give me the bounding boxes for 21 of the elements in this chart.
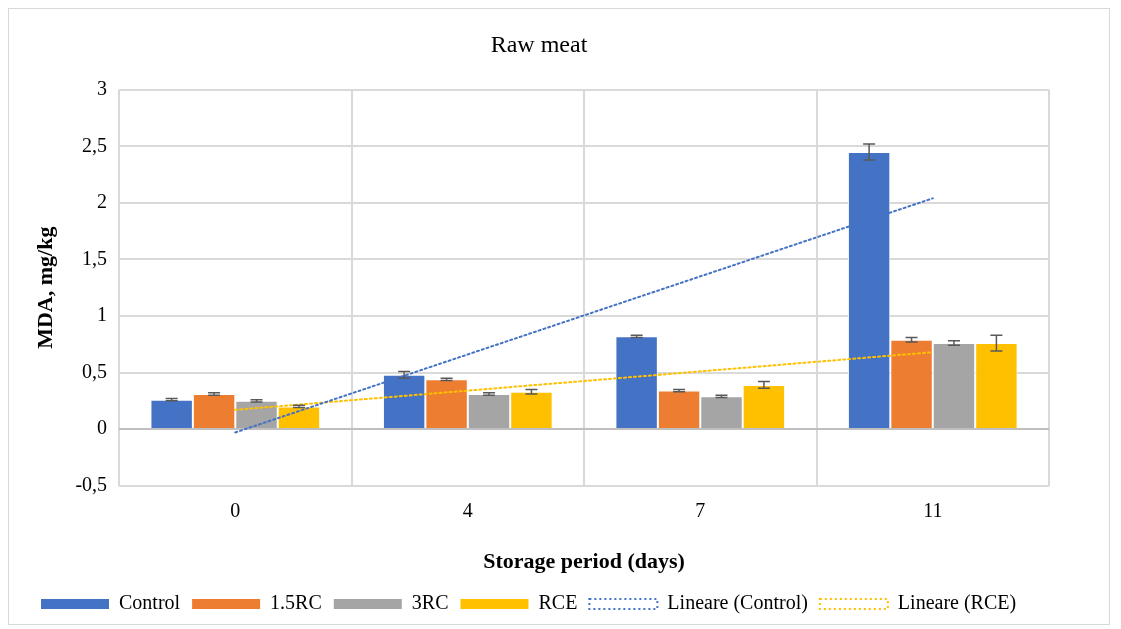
x-tick-label: 11 bbox=[923, 498, 943, 521]
y-tick-label: 2 bbox=[97, 190, 108, 213]
y-tick-label: 0,5 bbox=[82, 359, 108, 382]
legend-label: 3RC bbox=[411, 591, 449, 614]
legend-label: RCE bbox=[538, 591, 578, 614]
y-tick-label: 2,5 bbox=[82, 133, 108, 156]
y-tick-label: 1,5 bbox=[82, 246, 108, 269]
y-tick-label: 0 bbox=[97, 416, 108, 439]
y-tick-label: 3 bbox=[97, 77, 108, 100]
x-tick-label: 4 bbox=[462, 498, 473, 521]
chart-title: Raw meat bbox=[490, 30, 588, 57]
legend-label: Lineare (Control) bbox=[667, 591, 808, 615]
y-axis-title: MDA, mg/kg bbox=[31, 226, 57, 349]
legend-label: 1.5RC bbox=[270, 591, 322, 614]
y-tick-label: -0,5 bbox=[75, 472, 108, 495]
x-tick-label: 0 bbox=[230, 498, 241, 521]
x-axis-title: Storage period (days) bbox=[483, 548, 685, 574]
legend-label: Lineare (RCE) bbox=[897, 591, 1017, 615]
x-tick-label: 7 bbox=[695, 498, 706, 521]
y-tick-label: 1 bbox=[97, 303, 108, 326]
legend-label: Control bbox=[119, 591, 181, 614]
